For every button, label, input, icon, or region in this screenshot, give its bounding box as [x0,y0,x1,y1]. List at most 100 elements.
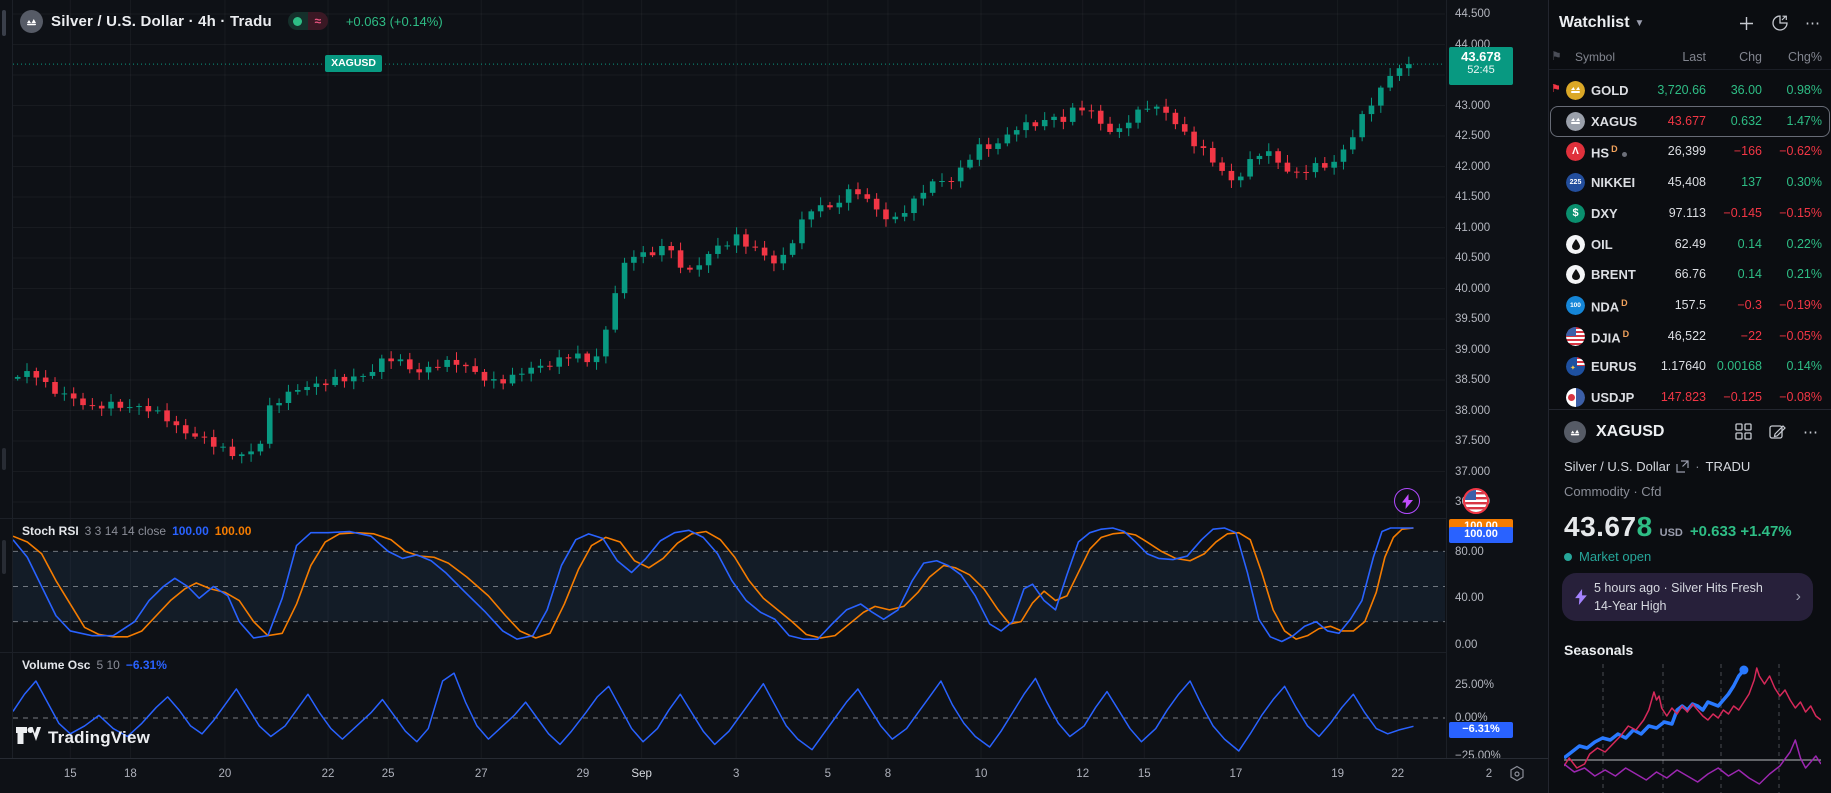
pane-separator[interactable] [0,518,1548,519]
row-chg: −166 [1733,144,1762,159]
row-chg-pct: −0.05% [1779,328,1822,343]
time-tick: 10 [974,768,988,780]
tradingview-logo[interactable]: TradingView [16,727,150,748]
flagged-icon[interactable]: ⚑ [1551,83,1561,95]
pane-separator[interactable] [0,652,1548,653]
volume-osc-pane[interactable] [13,652,1445,758]
detail-name[interactable]: Silver / U.S. Dollar [1564,459,1671,474]
col-chg-pct[interactable]: Chg% [1787,50,1822,64]
approx-icon: ≈ [307,12,328,30]
row-chg: 0.14 [1737,267,1762,282]
detail-more-icon[interactable]: ⋯ [1803,424,1819,441]
grid-view-icon[interactable] [1735,423,1752,440]
time-tick: 3 [732,768,740,780]
detail-change: +0.633 +1.47% [1689,523,1792,540]
price-tick: 39.000 [1455,343,1491,356]
watchlist-row-nda[interactable]: 100 NDA D 157.5 −0.3 −0.19% [1549,290,1831,321]
watchlist-row-brent[interactable]: BRENT 66.76 0.14 0.21% [1549,259,1831,290]
row-symbol: DJIA D [1591,328,1630,345]
row-last: 97.113 [1668,205,1706,220]
market-open-dot-icon [293,16,303,26]
news-text: 5 hours ago · Silver Hits Fresh 14-Year … [1594,580,1763,613]
time-axis[interactable]: 15 18 20 22 25 27 29 Sep 3 5 8 10 12 15 17 19 22 2 [0,758,1548,793]
chevron-right-icon: › [1795,588,1801,605]
price-tick: 41.500 [1455,191,1491,203]
time-tick: 27 [474,768,488,780]
watchlist-row-xagus[interactable]: XAGUS 43.677 0.632 1.47% [1549,106,1831,137]
chart-legend: Silver / U.S. Dollar · 4h · Tradu ≈ +0.0… [20,8,443,34]
market-status-toggle[interactable]: ≈ [287,12,328,30]
row-symbol: EURUS [1591,359,1637,375]
row-last: 26,399 [1667,144,1706,159]
row-symbol: USDJP [1591,390,1635,405]
col-symbol[interactable]: Symbol [1575,50,1616,64]
oil-icon [1566,265,1585,285]
time-tick: 29 [576,768,590,780]
time-tick: 15 [63,768,77,780]
row-chg: 0.632 [1730,113,1762,128]
seasonals-chart[interactable] [1564,660,1821,793]
price-tick: 40.500 [1455,252,1491,264]
stoch-d-value: 100.00 [214,524,252,538]
edit-note-icon[interactable] [1769,423,1786,440]
stoch-k-value: 100.00 [172,524,209,538]
price-tick: 37.500 [1455,435,1491,447]
price-tick: 43.000 [1455,99,1491,112]
watchlist-more-icon[interactable]: ⋯ [1805,15,1821,32]
watchlist-row-djia[interactable]: DJIA D 46,522 −22 −0.05% [1549,321,1831,352]
row-symbol: HS D [1591,144,1627,161]
price-tick: 39.500 [1455,313,1491,325]
watchlist-row-hs[interactable]: Λ HS D 26,399 −166 −0.62% [1549,136,1831,167]
col-last[interactable]: Last [1682,50,1706,64]
stoch-rsi-params: 3 3 14 14 close [84,524,167,538]
row-symbol: OIL [1591,236,1613,252]
external-link-icon[interactable] [1676,460,1689,473]
row-chg: −0.3 [1737,297,1762,312]
watchlist-title[interactable]: Watchlist ▼ [1559,14,1645,31]
us-icon [1566,326,1585,346]
price-tick: 42.500 [1455,130,1491,142]
symbol-logo-icon[interactable] [20,9,43,33]
col-chg[interactable]: Chg [1739,50,1762,64]
pie-chart-icon[interactable] [1771,14,1789,32]
watchlist-row-gold[interactable]: ⚑ GOLD 3,720.66 36.00 0.98% [1549,75,1831,106]
price-tick: 37.000 [1455,465,1491,478]
time-tick: 25 [381,768,395,780]
watchlist-row-usdjp[interactable]: USDJP 147.823 −0.125 −0.08% [1549,382,1831,408]
news-headline[interactable]: 5 hours ago · Silver Hits Fresh 14-Year … [1562,573,1813,621]
row-last: 1.17640 [1660,359,1706,374]
left-toolbar-rail[interactable] [0,0,13,793]
watchlist-row-eurus[interactable]: ✦ EURUS 1.17640 0.00168 0.14% [1549,351,1831,382]
row-chg-pct: 0.98% [1786,83,1822,97]
time-tick: 2 [1485,768,1493,780]
us-flag-event-icon[interactable] [1463,488,1489,514]
price-tick: 41.000 [1455,221,1491,234]
tradingview-wordmark: TradingView [48,727,151,747]
time-tick: 22 [1391,768,1405,780]
flag-column-icon: ⚑ [1551,49,1562,63]
main-price-pane[interactable] [13,0,1445,518]
lightning-alert-icon[interactable] [1394,488,1420,514]
row-last: 45,408 [1667,175,1706,190]
watchlist-row-nikkei[interactable]: 225 NIKKEI 45,408 137 0.30% [1549,167,1831,198]
row-chg-pct: 1.47% [1786,113,1822,128]
axis-settings-icon[interactable] [1508,765,1526,783]
time-tick: 17 [1229,768,1243,780]
dxy-icon: $ [1566,203,1585,223]
watchlist-row-dxy[interactable]: $ DXY 97.113 −0.145 −0.15% [1549,198,1831,229]
row-chg: 36.00 [1730,83,1762,97]
row-chg-pct: −0.08% [1779,390,1822,404]
watchlist-column-headers[interactable]: ⚑ Symbol Last Chg Chg% [1549,46,1831,70]
add-symbol-icon[interactable] [1738,15,1755,32]
symbol-title[interactable]: Silver / U.S. Dollar · 4h · Tradu [51,12,272,30]
price-tick: 40.000 [1455,282,1491,295]
stoch-rsi-legend[interactable]: Stoch RSI 3 3 14 14 close 100.00 100.00 [22,524,251,538]
stoch-rsi-pane[interactable] [13,518,1445,652]
price-scale[interactable]: 44.50044.00043.50043.00042.50042.00041.5… [1446,0,1548,762]
volume-osc-legend[interactable]: Volume Osc 5 10 −6.31% [22,658,167,672]
detail-symbol[interactable]: XAGUSD [1596,423,1665,440]
row-last: 157.5 [1674,297,1706,312]
detail-symbol-logo-icon [1564,421,1586,443]
watchlist-row-oil[interactable]: OIL 62.49 0.14 0.22% [1549,229,1831,260]
